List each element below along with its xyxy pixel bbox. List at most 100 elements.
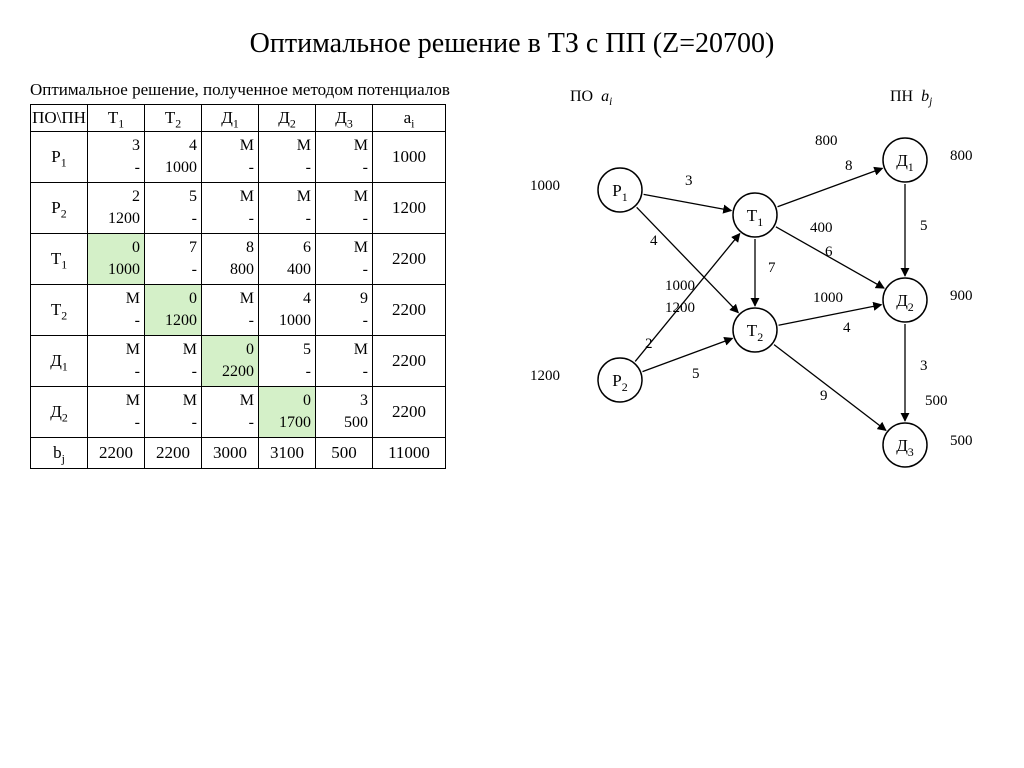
cost-value: 3 xyxy=(360,389,368,413)
row-header: Р2 xyxy=(31,183,88,234)
transport-table: ПО\ПНТ1Т2Д1Д2Д3aiР13-41000M-M-M-1000Р221… xyxy=(30,104,446,469)
edge xyxy=(644,194,732,210)
network-graph: ПО ai ПН bj 3410002120057880064004100095… xyxy=(510,80,990,510)
cell: M- xyxy=(202,132,259,183)
alloc-value: - xyxy=(135,156,140,180)
cost-value: M xyxy=(354,236,368,260)
alloc-value: - xyxy=(249,309,254,333)
alloc-value: 1000 xyxy=(108,258,140,282)
cost-value: 0 xyxy=(189,287,197,311)
cost-value: 4 xyxy=(189,134,197,158)
edge-weight: 8 xyxy=(845,158,853,174)
supply-label: 1200 xyxy=(530,368,560,384)
cost-value: 0 xyxy=(132,236,140,260)
alloc-value: - xyxy=(192,411,197,435)
bj-value: 2200 xyxy=(88,438,145,469)
ai-value: 2200 xyxy=(373,285,446,336)
edge-weight: 4 xyxy=(650,233,658,249)
cost-value: M xyxy=(240,287,254,311)
row-header: Д1 xyxy=(31,336,88,387)
bj-value: 500 xyxy=(316,438,373,469)
row-header: Д2 xyxy=(31,387,88,438)
edge-weight: 4 xyxy=(843,320,851,336)
ai-value: 2200 xyxy=(373,387,446,438)
alloc-value: 2200 xyxy=(222,360,254,384)
alloc-value: - xyxy=(306,360,311,384)
alloc-value: 500 xyxy=(344,411,368,435)
cell: M- xyxy=(259,183,316,234)
cost-value: 0 xyxy=(303,389,311,413)
cost-value: M xyxy=(354,338,368,362)
cell: 21200 xyxy=(88,183,145,234)
edge-weight: 2 xyxy=(645,336,653,352)
demand-label: 800 xyxy=(950,148,973,164)
edge xyxy=(779,305,882,326)
edge xyxy=(778,168,883,206)
table-row: Р13-41000M-M-M-1000 xyxy=(31,132,446,183)
alloc-value: - xyxy=(249,411,254,435)
ai-value: 2200 xyxy=(373,336,446,387)
row-header: Т1 xyxy=(31,234,88,285)
table-row: Д1M-M-022005-M-2200 xyxy=(31,336,446,387)
ai-value: 1200 xyxy=(373,183,446,234)
col-header: Д1 xyxy=(202,105,259,132)
demand-label: 500 xyxy=(950,433,973,449)
cost-value: M xyxy=(240,134,254,158)
edge xyxy=(774,345,886,431)
cell: 8800 xyxy=(202,234,259,285)
cell: 3- xyxy=(88,132,145,183)
cost-value: M xyxy=(240,185,254,209)
alloc-value: - xyxy=(363,360,368,384)
cost-value: M xyxy=(183,338,197,362)
edge-weight: 3 xyxy=(685,173,693,189)
edge xyxy=(643,338,733,371)
col-header: Д2 xyxy=(259,105,316,132)
alloc-value: - xyxy=(249,207,254,231)
alloc-value: 1000 xyxy=(279,309,311,333)
cell: 01200 xyxy=(145,285,202,336)
alloc-value: - xyxy=(363,258,368,282)
cell: M- xyxy=(202,183,259,234)
alloc-value: 1200 xyxy=(165,309,197,333)
cell: 41000 xyxy=(259,285,316,336)
cost-value: 2 xyxy=(132,185,140,209)
alloc-value: - xyxy=(192,258,197,282)
alloc-value: 400 xyxy=(287,258,311,282)
cell: M- xyxy=(202,387,259,438)
cell: M- xyxy=(202,285,259,336)
alloc-value: 1200 xyxy=(108,207,140,231)
alloc-value: - xyxy=(363,309,368,333)
table-row: Р2212005-M-M-M-1200 xyxy=(31,183,446,234)
col-header: Т2 xyxy=(145,105,202,132)
cost-value: 5 xyxy=(303,338,311,362)
content: Оптимальное решение, полученное методом … xyxy=(0,80,1024,510)
edge-flow: 1000 xyxy=(665,278,695,294)
ai-value: 1000 xyxy=(373,132,446,183)
edge-weight: 3 xyxy=(920,358,928,374)
cost-value: M xyxy=(126,287,140,311)
edge-flow: 800 xyxy=(815,133,838,149)
cost-value: M xyxy=(183,389,197,413)
alloc-value: 800 xyxy=(230,258,254,282)
cost-value: M xyxy=(240,389,254,413)
table-row: Т2M-01200M-410009-2200 xyxy=(31,285,446,336)
alloc-value: 1000 xyxy=(165,156,197,180)
graph-node: Т1 xyxy=(733,193,777,237)
bj-value: 2200 xyxy=(145,438,202,469)
cost-value: 9 xyxy=(360,287,368,311)
cost-value: M xyxy=(126,338,140,362)
alloc-value: - xyxy=(249,156,254,180)
cost-value: 3 xyxy=(132,134,140,158)
alloc-value: - xyxy=(363,207,368,231)
cost-value: M xyxy=(354,134,368,158)
alloc-value: - xyxy=(135,411,140,435)
graph-node: Д1 xyxy=(883,138,927,182)
cell: 02200 xyxy=(202,336,259,387)
alloc-value: - xyxy=(306,156,311,180)
edge-flow: 500 xyxy=(925,393,948,409)
bj-value: 3100 xyxy=(259,438,316,469)
cell: M- xyxy=(145,336,202,387)
table-row: Т1010007-88006400M-2200 xyxy=(31,234,446,285)
bj-row: bj220022003000310050011000 xyxy=(31,438,446,469)
edge-weight: 7 xyxy=(768,260,776,276)
